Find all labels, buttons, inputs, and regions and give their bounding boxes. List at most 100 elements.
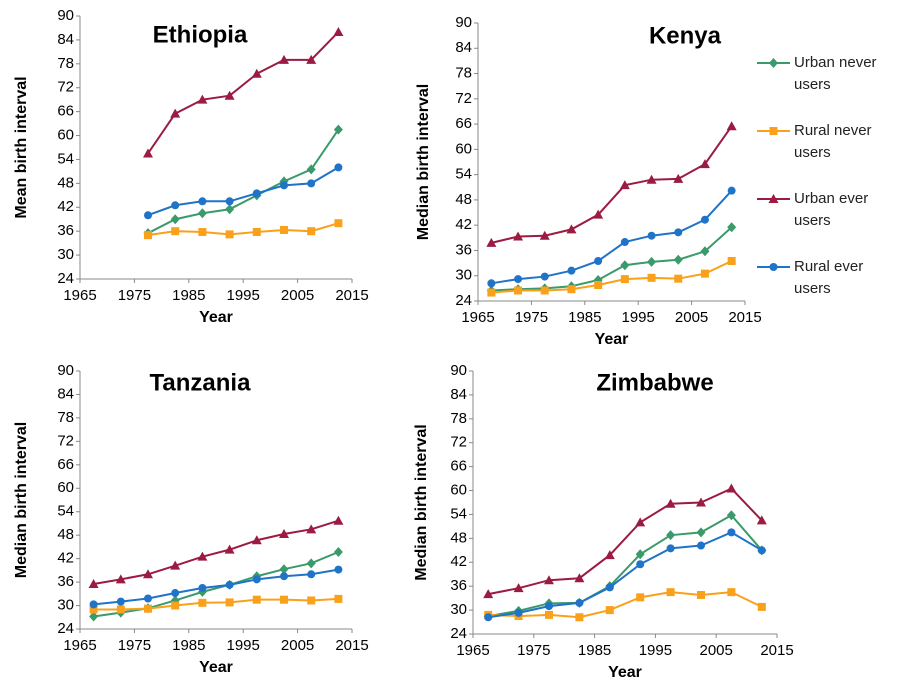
point: [334, 219, 343, 228]
y-tick-label: 36: [57, 222, 74, 239]
point: [487, 279, 496, 288]
point: [647, 231, 656, 240]
x-tick-label: 1995: [622, 309, 655, 326]
point: [727, 222, 737, 233]
series-line: [491, 125, 733, 244]
chart-title: Tanzania: [150, 369, 252, 396]
y-tick-label: 36: [450, 577, 467, 594]
y-tick-label: 30: [450, 601, 467, 618]
y-tick-label: 84: [450, 386, 467, 403]
series-line: [93, 519, 339, 586]
point: [605, 583, 614, 592]
point: [171, 601, 180, 610]
y-tick-label: 72: [455, 90, 472, 107]
point: [89, 605, 98, 614]
y-tick-label: 48: [455, 191, 472, 208]
x-tick-label: 2015: [335, 637, 368, 654]
point: [89, 611, 99, 622]
series-line: [488, 487, 763, 596]
y-tick-label: 72: [450, 434, 467, 451]
x-tick-label: 1995: [227, 637, 260, 654]
series-line: [488, 591, 763, 619]
y-tick-label: 66: [57, 456, 74, 473]
legend-marker: [769, 58, 778, 68]
y-tick-label: 90: [450, 362, 467, 379]
y-tick-label: 36: [455, 241, 472, 258]
y-tick-label: 90: [57, 362, 74, 379]
point: [279, 529, 289, 539]
point: [143, 569, 153, 579]
point: [170, 108, 181, 118]
point: [198, 598, 207, 607]
series-line: [93, 551, 339, 618]
legend-label: Rural never users: [794, 122, 872, 161]
point: [116, 605, 125, 614]
series-line: [491, 189, 733, 285]
point: [566, 224, 577, 234]
point: [674, 274, 683, 283]
y-axis-label: Mean birth interval: [13, 76, 30, 218]
point: [307, 227, 316, 236]
point: [605, 606, 614, 615]
y-tick-label: 66: [57, 103, 74, 120]
point: [89, 600, 98, 609]
y-tick-label: 42: [57, 550, 74, 567]
point: [574, 573, 585, 583]
x-axis-label: Year: [199, 309, 233, 326]
y-tick-label: 90: [57, 7, 74, 24]
point: [696, 527, 706, 538]
point: [696, 497, 706, 507]
y-tick-label: 48: [57, 174, 74, 191]
y-tick-label: 24: [57, 270, 74, 287]
y-axis-label: Median birth interval: [413, 424, 430, 580]
point: [575, 598, 584, 607]
x-tick-label: 2005: [281, 287, 314, 304]
point: [225, 580, 234, 589]
point: [279, 564, 289, 575]
point: [225, 598, 234, 607]
point: [224, 544, 235, 554]
point: [646, 174, 657, 184]
x-tick-label: 1995: [227, 287, 260, 304]
legend-label: Urban ever users: [794, 190, 869, 229]
point: [198, 583, 207, 592]
point: [333, 26, 344, 36]
point: [144, 594, 152, 603]
point: [636, 560, 645, 569]
point: [545, 610, 553, 619]
point: [306, 524, 317, 534]
y-tick-label: 60: [57, 479, 74, 496]
point: [224, 90, 235, 100]
y-tick-label: 54: [57, 503, 74, 520]
point: [567, 285, 576, 294]
x-tick-label: 1965: [456, 642, 489, 659]
point: [197, 94, 208, 104]
series-line: [93, 568, 339, 606]
point: [170, 560, 181, 570]
point: [726, 121, 737, 131]
y-tick-label: 24: [455, 292, 472, 309]
y-tick-label: 54: [57, 150, 74, 167]
point: [334, 565, 343, 574]
point: [306, 164, 316, 175]
point: [544, 575, 554, 585]
point: [593, 209, 604, 219]
series-line: [488, 513, 763, 618]
x-axis-label: Year: [199, 659, 233, 676]
x-tick-label: 1965: [461, 309, 494, 326]
y-tick-label: 36: [57, 573, 74, 590]
point: [647, 256, 657, 267]
point: [486, 237, 497, 247]
point: [697, 590, 705, 599]
point: [88, 579, 99, 589]
x-tick-label: 1985: [172, 637, 205, 654]
point: [280, 572, 288, 581]
x-tick-label: 1975: [517, 642, 550, 659]
point: [619, 180, 630, 190]
point: [144, 211, 152, 220]
point: [594, 280, 603, 289]
x-tick-label: 1985: [578, 642, 611, 659]
series-line: [147, 31, 340, 155]
point: [635, 549, 645, 560]
series-line: [147, 166, 339, 217]
